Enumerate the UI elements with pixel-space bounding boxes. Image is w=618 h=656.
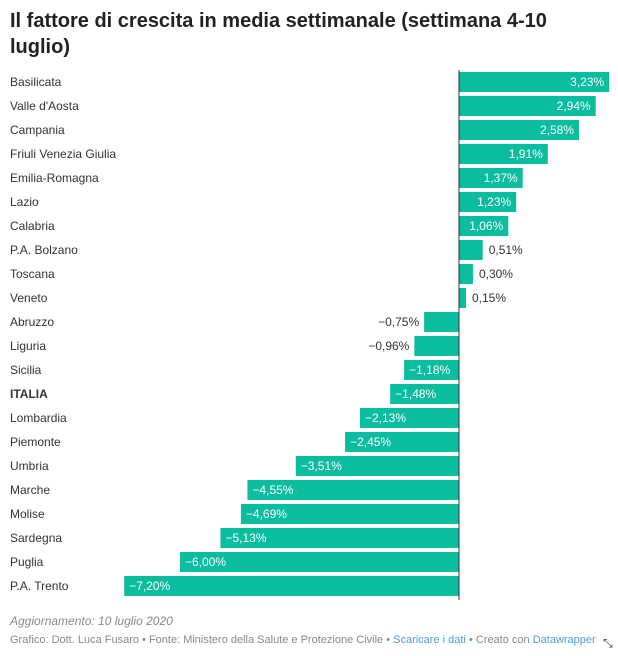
value-label: −2,13% [365,411,406,425]
category-label: Valle d'Aosta [10,99,79,113]
bar [459,216,509,236]
credits: Grafico: Dott. Luca Fusaro • Fonte: Mini… [10,634,596,646]
bar-chart: Basilicata 3,23% Valle d'Aosta 2,94% Campani… [10,70,610,600]
value-label: −3,51% [301,459,342,473]
value-label: 1,91% [509,147,543,161]
bar [180,552,459,572]
bar [295,456,459,476]
value-label: 0,51% [489,243,523,257]
category-label: Campania [10,123,65,137]
category-label: Liguria [10,339,46,353]
category-label: Calabria [10,219,55,233]
category-label: P.A. Bolzano [10,243,78,257]
category-label: Puglia [10,555,44,569]
created-with-text: • Creato con [465,634,533,646]
value-label: −2,45% [350,435,391,449]
expand-icon[interactable]: ⤡ [603,636,613,650]
credits-text: Grafico: Dott. Luca Fusaro • Fonte: Mini… [10,634,394,646]
bar [459,264,473,284]
bar [459,96,596,116]
category-label: Toscana [10,267,55,281]
value-label: −0,96% [368,339,409,353]
category-label: Veneto [10,291,48,305]
value-label: 3,23% [570,75,604,89]
category-label: Abruzzo [10,315,54,329]
category-label: ITALIA [10,387,48,401]
category-label: Emilia-Romagna [10,171,99,185]
value-label: 1,23% [477,195,511,209]
category-label: Basilicata [10,75,62,89]
value-label: −0,75% [378,315,419,329]
bar [424,312,459,332]
category-label: Sardegna [10,531,62,545]
bar [459,168,523,188]
bar [459,72,610,92]
bar [459,120,579,140]
category-label: Lazio [10,195,39,209]
bar [414,336,459,356]
value-label: 2,94% [557,99,591,113]
bar [459,240,483,260]
value-label: 1,06% [469,219,503,233]
value-label: −1,48% [395,387,436,401]
bar [459,288,466,308]
value-label: 2,58% [540,123,574,137]
value-label: 0,30% [479,267,513,281]
bar [459,192,517,212]
bar [404,360,459,380]
value-label: −7,20% [129,579,170,593]
category-label: Sicilia [10,363,42,377]
bar [359,408,459,428]
value-label: 1,37% [484,171,518,185]
datawrapper-link[interactable]: Datawrapper [532,634,596,646]
category-label: Lombardia [10,411,67,425]
bar [124,576,459,596]
value-label: 0,15% [472,291,506,305]
category-label: Piemonte [10,435,61,449]
category-label: P.A. Trento [10,579,69,593]
bar [345,432,459,452]
value-label: −4,69% [246,507,287,521]
value-label: −1,18% [409,363,450,377]
update-note: Aggiornamento: 10 luglio 2020 [10,614,173,628]
value-label: −6,00% [185,555,226,569]
download-data-link[interactable]: Scaricare i dati [393,634,466,646]
category-label: Marche [10,483,50,497]
category-label: Friuli Venezia Giulia [10,147,116,161]
bar [459,144,548,164]
bar [220,528,459,548]
bar [390,384,459,404]
chart-title: Il fattore di crescita in media settiman… [10,10,547,58]
category-label: Umbria [10,459,49,473]
category-label: Molise [10,507,45,521]
bar [247,480,459,500]
value-label: −5,13% [225,531,266,545]
value-label: −4,55% [252,483,293,497]
bar [240,504,459,524]
